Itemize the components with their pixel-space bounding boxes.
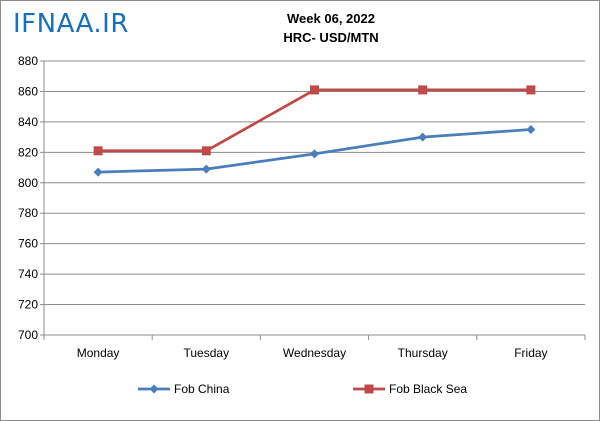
legend: Fob China Fob Black Sea xyxy=(138,382,467,396)
y-tick-label: 780 xyxy=(18,206,38,220)
data-point xyxy=(526,85,536,95)
x-tick-label: Tuesday xyxy=(184,346,230,360)
y-tick-label: 760 xyxy=(18,237,38,251)
watermark-logo: IFNAA.IR xyxy=(13,9,129,39)
data-point xyxy=(418,132,428,142)
legend-entry: Fob China xyxy=(138,382,230,396)
legend-entry: Fob Black Sea xyxy=(353,382,467,396)
series-group xyxy=(93,85,536,177)
gridlines xyxy=(44,60,585,306)
y-tick-label: 820 xyxy=(18,145,38,159)
y-tick-label: 720 xyxy=(18,298,38,312)
y-tick-label: 840 xyxy=(18,115,38,129)
chart-subtitle: HRC- USD/MTN xyxy=(283,30,379,45)
legend-swatch-marker xyxy=(149,384,159,394)
legend-swatch-marker xyxy=(364,384,374,394)
x-tick-label: Wednesday xyxy=(283,346,346,360)
data-point xyxy=(418,85,428,95)
data-point xyxy=(310,85,319,95)
chart-title-block: Week 06, 2022 HRC- USD/MTN xyxy=(231,9,431,47)
y-tick-label: 800 xyxy=(18,176,38,190)
series-fob-black-sea xyxy=(93,85,536,156)
y-axis-ticks: 700 720 740 760 780 800 820 840 860 880 xyxy=(18,54,38,342)
legend-label: Fob China xyxy=(174,382,230,396)
data-point xyxy=(201,164,211,174)
x-tick-label: Thursday xyxy=(398,346,448,360)
y-tick-label: 700 xyxy=(18,328,38,342)
data-point xyxy=(201,146,211,156)
chart-title: Week 06, 2022 xyxy=(287,11,375,26)
x-tick-label: Friday xyxy=(514,346,547,360)
y-tick-label: 740 xyxy=(18,267,38,281)
series-fob-china xyxy=(93,125,536,177)
y-tick-label: 860 xyxy=(18,84,38,98)
data-point xyxy=(93,146,103,156)
x-tick-label: Monday xyxy=(77,346,120,360)
legend-label: Fob Black Sea xyxy=(389,382,467,396)
y-tick-label: 880 xyxy=(18,54,38,68)
data-point xyxy=(93,167,103,177)
axes xyxy=(40,60,586,340)
x-axis-ticks: Monday Tuesday Wednesday Thursday Friday xyxy=(77,346,548,360)
series-line xyxy=(98,88,531,153)
data-point xyxy=(310,149,319,159)
data-point xyxy=(526,125,536,134)
